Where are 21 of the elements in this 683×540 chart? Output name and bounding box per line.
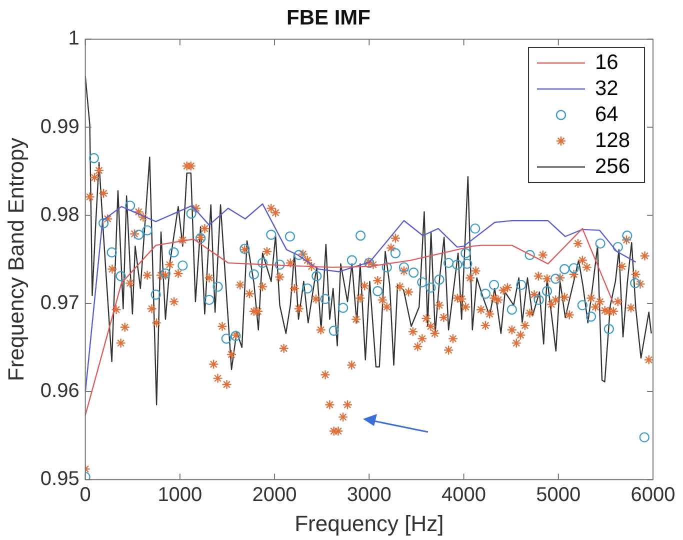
y-tick-label: 1 bbox=[68, 28, 80, 50]
legend-label: 32 bbox=[595, 76, 618, 102]
x-tick-label: 6000 bbox=[630, 484, 676, 506]
y-tick-label: 0.95 bbox=[40, 468, 80, 490]
x-tick-label: 2000 bbox=[252, 484, 297, 506]
legend-label: 64 bbox=[595, 102, 618, 128]
x-tick-label: 4000 bbox=[442, 484, 486, 506]
legend-label: 256 bbox=[595, 154, 630, 180]
y-tick-label: 0.98 bbox=[40, 204, 80, 226]
legend-label: 128 bbox=[595, 128, 630, 154]
chart-title: FBE IMF bbox=[286, 6, 371, 30]
y-axis-title: Frequency Band Entropy bbox=[3, 138, 28, 382]
x-tick-label: 3000 bbox=[346, 484, 392, 506]
y-tick-label: 0.99 bbox=[40, 116, 80, 138]
x-axis-title: Frequency [Hz] bbox=[294, 510, 444, 536]
y-tick-label: 0.97 bbox=[40, 292, 80, 314]
x-tick-label: 1000 bbox=[158, 484, 202, 506]
x-tick-label: 5000 bbox=[536, 484, 581, 506]
y-tick-label: 0.96 bbox=[40, 380, 80, 402]
x-tick-label: 0 bbox=[80, 484, 91, 506]
legend-label: 16 bbox=[595, 50, 618, 76]
